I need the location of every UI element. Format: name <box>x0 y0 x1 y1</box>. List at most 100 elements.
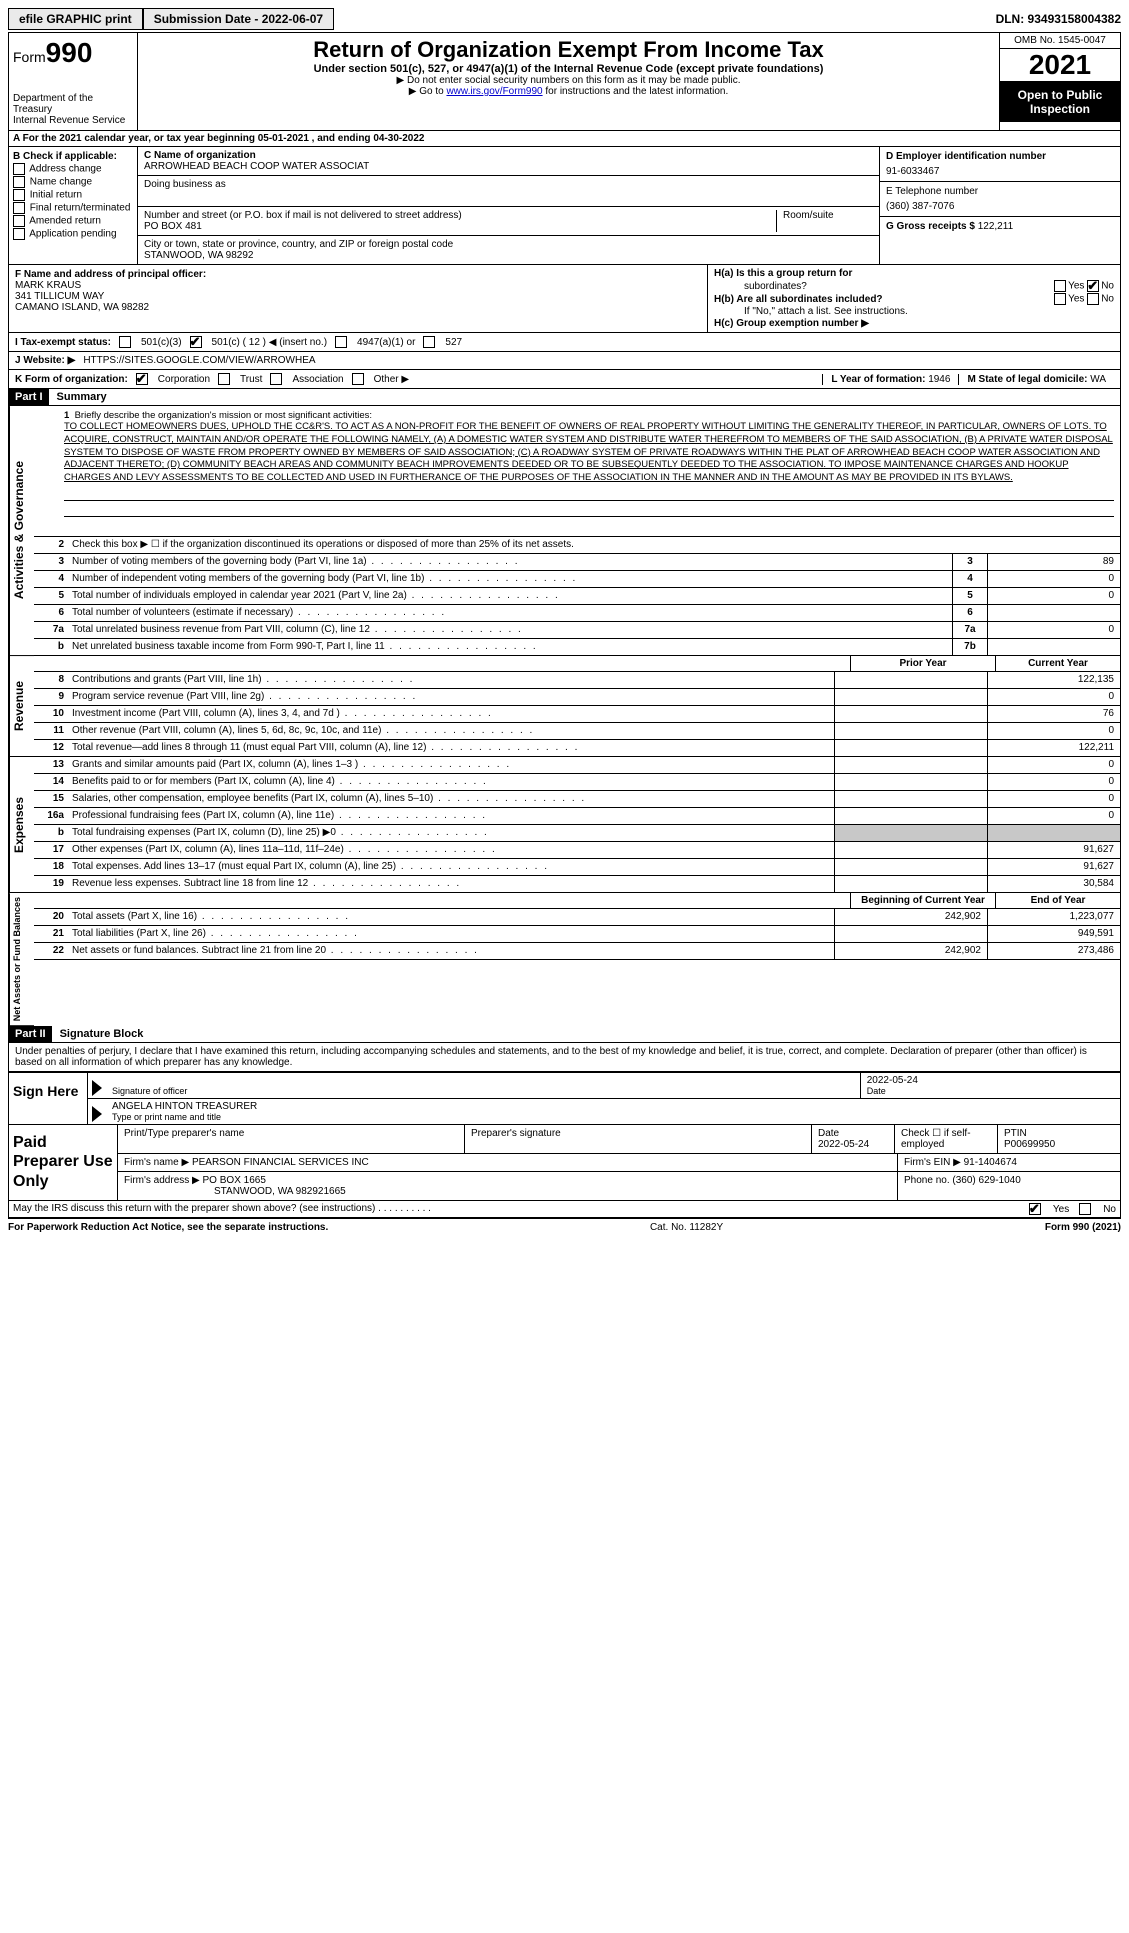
chk-4947[interactable] <box>335 336 347 348</box>
firm-phone: (360) 629-1040 <box>952 1175 1020 1186</box>
lbl-association: Association <box>292 374 343 385</box>
chk-application-pending[interactable] <box>13 228 25 240</box>
section-bcd: B Check if applicable: Address change Na… <box>9 147 1120 265</box>
lbl-amended-return: Amended return <box>29 216 101 227</box>
part2-title: Signature Block <box>52 1026 152 1042</box>
chk-association[interactable] <box>270 373 282 385</box>
form-outer: Form990 Department of the Treasury Inter… <box>8 32 1121 1219</box>
note2-prefix: ▶ Go to <box>409 86 447 97</box>
chk-corporation[interactable] <box>136 373 148 385</box>
paid-preparer-label: Paid Preparer Use Only <box>9 1125 118 1200</box>
form-note1: ▶ Do not enter social security numbers o… <box>142 75 995 86</box>
lbl-no: No <box>1103 1204 1116 1215</box>
col-b: B Check if applicable: Address change Na… <box>9 147 138 264</box>
line-14: 14 Benefits paid to or for members (Part… <box>34 774 1120 791</box>
lbl-corporation: Corporation <box>158 374 210 385</box>
line2-desc: Check this box ▶ ☐ if the organization d… <box>68 537 1120 553</box>
hb-label: H(b) Are all subordinates included? <box>714 294 883 305</box>
cat-no: Cat. No. 11282Y <box>650 1222 723 1233</box>
line-6: 6 Total number of volunteers (estimate i… <box>34 605 1120 622</box>
self-emp: Check ☐ if self-employed <box>895 1125 998 1153</box>
city-value: STANWOOD, WA 98292 <box>144 250 873 261</box>
prep-date: 2022-05-24 <box>818 1139 888 1150</box>
f-label: F Name and address of principal officer: <box>15 269 701 280</box>
chk-501c3[interactable] <box>119 336 131 348</box>
chk-address-change[interactable] <box>13 163 25 175</box>
header-left: Form990 Department of the Treasury Inter… <box>9 33 138 130</box>
prep-sig-label: Preparer's signature <box>471 1128 805 1139</box>
hdr-begin: Beginning of Current Year <box>850 893 995 908</box>
phone-label: E Telephone number <box>886 186 1114 197</box>
hc-label: H(c) Group exemption number ▶ <box>714 318 1114 329</box>
l-value: 1946 <box>928 374 950 385</box>
row-a: A For the 2021 calendar year, or tax yea… <box>9 131 1120 147</box>
form990-link[interactable]: www.irs.gov/Form990 <box>446 86 542 97</box>
prep-date-label: Date <box>818 1128 888 1139</box>
declaration-text: Under penalties of perjury, I declare th… <box>9 1043 1120 1072</box>
row-i: I Tax-exempt status: 501(c)(3) 501(c) ( … <box>9 333 1120 352</box>
lbl-initial-return: Initial return <box>30 190 82 201</box>
city-label: City or town, state or province, country… <box>144 239 873 250</box>
col-f: F Name and address of principal officer:… <box>9 265 708 332</box>
lbl-501c3: 501(c)(3) <box>141 337 182 348</box>
line-8: 8 Contributions and grants (Part VIII, l… <box>34 672 1120 689</box>
side-activities: Activities & Governance <box>9 406 34 656</box>
ha-label: H(a) Is this a group return for <box>714 268 852 279</box>
side-expenses: Expenses <box>9 757 34 893</box>
part1-row: Part I Summary <box>9 389 1120 406</box>
form-header: Form990 Department of the Treasury Inter… <box>9 33 1120 131</box>
chk-discuss-no[interactable] <box>1079 1203 1091 1215</box>
lbl-501c: 501(c) ( 12 ) ◀ (insert no.) <box>212 337 328 348</box>
officer-type-label: Type or print name and title <box>112 1112 1114 1122</box>
lbl-trust: Trust <box>240 374 262 385</box>
line-19: 19 Revenue less expenses. Subtract line … <box>34 876 1120 893</box>
firm-name-label: Firm's name ▶ <box>124 1157 189 1168</box>
chk-name-change[interactable] <box>13 176 25 188</box>
phone-value: (360) 387-7076 <box>886 201 1114 212</box>
header-right: OMB No. 1545-0047 2021 Open to Public In… <box>999 33 1120 130</box>
chk-final-return[interactable] <box>13 202 25 214</box>
firm-addr-label: Firm's address ▶ <box>124 1175 200 1186</box>
pra-notice: For Paperwork Reduction Act Notice, see … <box>8 1222 328 1233</box>
chk-501c[interactable] <box>190 336 202 348</box>
form-note2: ▶ Go to www.irs.gov/Form990 for instruct… <box>142 86 995 97</box>
chk-ha-yes[interactable] <box>1054 280 1066 292</box>
line-20: 20 Total assets (Part X, line 16) 242,90… <box>34 909 1120 926</box>
line-7a: 7a Total unrelated business revenue from… <box>34 622 1120 639</box>
chk-discuss-yes[interactable] <box>1029 1203 1041 1215</box>
officer-name: ANGELA HINTON TREASURER <box>112 1101 1114 1112</box>
line-3: 3 Number of voting members of the govern… <box>34 554 1120 571</box>
hdr-prior: Prior Year <box>850 656 995 671</box>
chk-other[interactable] <box>352 373 364 385</box>
dept-label: Department of the Treasury Internal Reve… <box>13 93 133 126</box>
line-15: 15 Salaries, other compensation, employe… <box>34 791 1120 808</box>
chk-amended-return[interactable] <box>13 215 25 227</box>
efile-print-button[interactable]: efile GRAPHIC print <box>8 8 143 30</box>
part2-header: Part II <box>9 1026 52 1042</box>
ha-sub: subordinates? <box>744 281 807 292</box>
suite-label: Room/suite <box>776 210 873 232</box>
header-mid: Return of Organization Exempt From Incom… <box>138 33 999 130</box>
open-public: Open to Public Inspection <box>1000 82 1120 122</box>
hdr-end: End of Year <box>995 893 1120 908</box>
line-10: 10 Investment income (Part VIII, column … <box>34 706 1120 723</box>
firm-phone-label: Phone no. <box>904 1175 950 1186</box>
f-addr1: 341 TILLICUM WAY <box>15 291 701 302</box>
mission-block: 1 Briefly describe the organization's mi… <box>34 406 1120 537</box>
chk-hb-yes[interactable] <box>1054 293 1066 305</box>
form-ref: Form 990 (2021) <box>1045 1222 1121 1233</box>
bottom-row: For Paperwork Reduction Act Notice, see … <box>8 1219 1121 1233</box>
chk-ha-no[interactable] <box>1087 280 1099 292</box>
chk-trust[interactable] <box>218 373 230 385</box>
firm-ein: 91-1404674 <box>964 1157 1017 1168</box>
chk-hb-no[interactable] <box>1087 293 1099 305</box>
sign-here-label: Sign Here <box>9 1073 88 1124</box>
submission-date-button[interactable]: Submission Date - 2022-06-07 <box>143 8 334 30</box>
dba-label: Doing business as <box>144 179 873 190</box>
line-17: 17 Other expenses (Part IX, column (A), … <box>34 842 1120 859</box>
chk-527[interactable] <box>423 336 435 348</box>
line-13: 13 Grants and similar amounts paid (Part… <box>34 757 1120 774</box>
chk-initial-return[interactable] <box>13 189 25 201</box>
firm-addr2: STANWOOD, WA 982921665 <box>214 1186 346 1197</box>
row-j-label: J Website: ▶ <box>15 355 75 366</box>
